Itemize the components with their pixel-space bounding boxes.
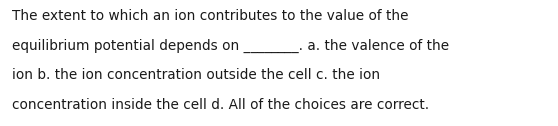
Text: equilibrium potential depends on ________. a. the valence of the: equilibrium potential depends on _______… — [12, 38, 449, 53]
Text: The extent to which an ion contributes to the value of the: The extent to which an ion contributes t… — [12, 9, 409, 23]
Text: concentration inside the cell d. All of the choices are correct.: concentration inside the cell d. All of … — [12, 98, 430, 112]
Text: ion b. the ion concentration outside the cell c. the ion: ion b. the ion concentration outside the… — [12, 68, 381, 82]
